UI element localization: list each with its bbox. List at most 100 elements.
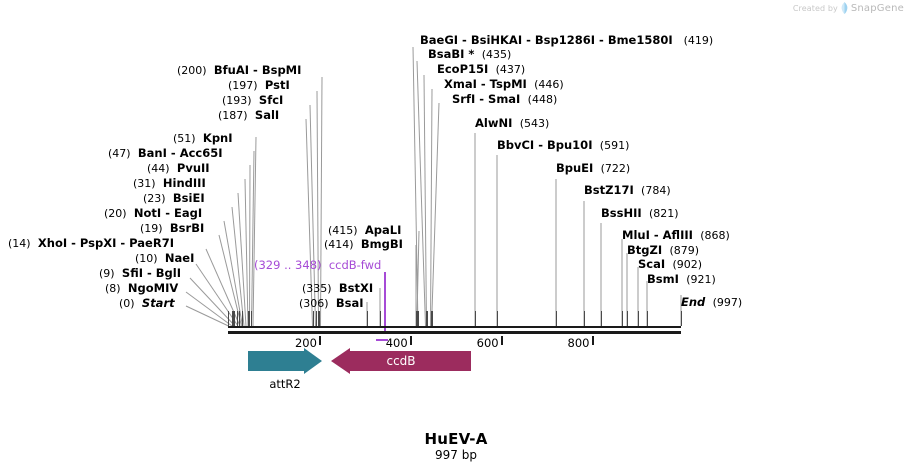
enzyme-label-bani-acc65i: (47) BanI - Acc65I xyxy=(108,146,223,160)
cut-site-mark xyxy=(318,311,320,326)
feature-label-attR2: attR2 xyxy=(269,377,301,391)
enzyme-position: (784) xyxy=(641,184,671,197)
enzyme-position: (51) xyxy=(173,132,196,145)
enzyme-label-bsmi: BsmI (921) xyxy=(647,272,716,286)
cut-site-mark xyxy=(232,311,234,326)
snapgene-leaf-icon xyxy=(841,2,848,14)
enzyme-name: TspMI xyxy=(489,77,527,91)
enzyme-name: BsaI xyxy=(335,296,364,310)
enzyme-position: (10) xyxy=(135,252,158,265)
sequence-backbone-top xyxy=(228,326,681,328)
enzyme-label-bstz17i: BstZ17I (784) xyxy=(584,183,671,197)
enzyme-label-bsshii: BssHII (821) xyxy=(601,206,679,220)
enzyme-name: PvuII xyxy=(176,161,210,175)
enzyme-name: BanI xyxy=(137,146,167,160)
enzyme-name: AflIII xyxy=(662,228,693,242)
enzyme-position: (9) xyxy=(99,267,115,280)
cut-site-mark xyxy=(430,311,432,326)
enzyme-position: (187) xyxy=(218,109,248,122)
cut-site-mark xyxy=(416,311,418,326)
ruler-tick-label: 800 xyxy=(567,336,590,350)
cut-site-mark xyxy=(681,311,682,326)
enzyme-label-ecop15i: EcoP15I (437) xyxy=(437,63,526,76)
enzyme-label-bmgbi: (414) BmgBI xyxy=(324,237,403,251)
enzyme-label-pvuii: (44) PvuII xyxy=(147,161,210,175)
enzyme-position: (437) xyxy=(495,63,526,76)
enzyme-label-baegi-group: BaeGI - BsiHKAI - Bsp1286I - Bme1580I (4… xyxy=(420,33,714,47)
enzyme-label-xhoi-pspxi-paer7i: (14) XhoI - PspXI - PaeR7I xyxy=(8,236,174,250)
primer-range: (329 .. 348) xyxy=(254,258,322,272)
enzyme-name: Start xyxy=(141,296,175,310)
enzyme-label-start: (0) Start xyxy=(119,296,175,310)
cut-site-mark xyxy=(313,311,314,326)
enzyme-position: (448) xyxy=(527,93,558,106)
enzyme-position: (193) xyxy=(222,94,252,107)
enzyme-label-alwni: AlwNI (543) xyxy=(475,116,550,130)
enzyme-label-sfci: (193) SfcI xyxy=(222,94,283,107)
enzyme-label-scai: ScaI (902) xyxy=(638,257,702,271)
enzyme-position: (14) xyxy=(8,237,31,250)
enzyme-label-noti-eagi: (20) NotI - EagI xyxy=(104,206,203,220)
enzyme-name: XmaI xyxy=(444,77,477,91)
cut-site-mark xyxy=(601,311,602,326)
enzyme-name: Acc65I xyxy=(179,146,223,160)
sequence-backbone-bottom xyxy=(228,331,681,334)
cut-site-mark xyxy=(248,311,249,326)
enzyme-position: (31) xyxy=(133,177,156,190)
enzyme-name: End xyxy=(681,295,706,309)
feature-ccdB[interactable] xyxy=(331,348,471,374)
enzyme-label-apali: (415) ApaLI xyxy=(328,223,402,237)
enzyme-name: BpuEI xyxy=(556,161,594,175)
ruler-tick xyxy=(409,336,412,345)
cut-site-mark xyxy=(474,311,476,326)
enzyme-label-xmai-tspmi: XmaI - TspMI (446) xyxy=(444,77,564,91)
enzyme-position: (335) xyxy=(302,282,332,295)
enzyme-name: BsiEI xyxy=(172,191,205,205)
enzyme-label-bsabi: BsaBI * (435) xyxy=(428,47,511,61)
enzyme-name: PstI xyxy=(264,78,290,92)
enzyme-name: XhoI xyxy=(37,236,68,250)
enzyme-position: (415) xyxy=(328,224,358,237)
enzyme-name: BaeGI xyxy=(420,33,459,47)
enzyme-label-kpni: (51) KpnI xyxy=(173,132,233,145)
enzyme-name: BstXI xyxy=(338,281,374,295)
enzyme-name: BsiHKAI xyxy=(470,33,523,47)
enzyme-label-bsai: (306) BsaI xyxy=(299,296,364,310)
enzyme-label-sali: (187) SalI xyxy=(218,109,279,122)
cut-site-mark xyxy=(251,311,253,326)
enzyme-position: (200) xyxy=(177,64,207,77)
cut-site-mark xyxy=(622,311,624,326)
enzyme-name: Bme1580I xyxy=(607,33,673,47)
ruler-tick-label: 400 xyxy=(385,336,408,350)
enzyme-name: ApaLI xyxy=(364,223,402,237)
enzyme-name: Bsp1286I xyxy=(534,33,596,47)
primer-line-ccdb-fwd xyxy=(384,272,386,334)
enzyme-label-bbvci-bpu10i: BbvCI - Bpu10I (591) xyxy=(497,138,630,152)
ruler-tick xyxy=(591,336,594,345)
enzyme-label-end: End (997) xyxy=(681,295,742,309)
enzyme-position: (8) xyxy=(105,282,121,295)
enzyme-name: BtgZI xyxy=(627,243,663,257)
enzyme-name: BsmI xyxy=(647,272,679,286)
enzyme-label-bfuai-bspmi: (200) BfuAI - BspMI xyxy=(177,63,302,77)
cut-site-mark xyxy=(556,311,558,326)
enzyme-name: AlwNI xyxy=(475,116,513,130)
enzyme-name: SfiI xyxy=(121,266,143,280)
enzyme-position: (197) xyxy=(228,79,258,92)
enzyme-name: BmgBI xyxy=(360,237,403,251)
enzyme-position: (722) xyxy=(600,162,631,175)
enzyme-name: BsaBI * xyxy=(428,47,475,61)
enzyme-name: BstZ17I xyxy=(584,183,634,197)
enzyme-name: EagI xyxy=(174,206,203,220)
enzyme-position: (19) xyxy=(140,222,163,235)
enzyme-name: ScaI xyxy=(638,257,666,271)
enzyme-name: BssHII xyxy=(601,206,642,220)
enzyme-position: (591) xyxy=(599,139,630,152)
primer-tick-ccdb-fwd xyxy=(376,339,388,341)
enzyme-position: (543) xyxy=(519,117,550,130)
cut-site-mark xyxy=(496,311,498,326)
enzyme-label-naei: (10) NaeI xyxy=(135,252,194,265)
cut-site-mark xyxy=(249,311,251,326)
feature-attR2[interactable] xyxy=(248,348,322,374)
enzyme-position: (47) xyxy=(108,147,131,160)
